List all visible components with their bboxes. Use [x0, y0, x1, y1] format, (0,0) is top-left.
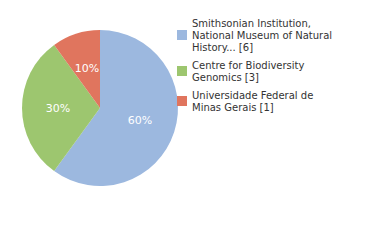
svg-text:History... [6]: History... [6]	[192, 42, 253, 53]
svg-text:Genomics [3]: Genomics [3]	[192, 72, 259, 83]
svg-text:National Museum of Natural: National Museum of Natural	[192, 30, 335, 41]
svg-text:30%: 30%	[46, 102, 70, 115]
svg-text:Smithsonian Institution,: Smithsonian Institution,	[192, 18, 314, 29]
svg-text:10%: 10%	[75, 62, 99, 75]
svg-text:Universidade Federal de: Universidade Federal de	[192, 90, 317, 101]
svg-text:Minas Gerais [1]: Minas Gerais [1]	[192, 102, 274, 113]
svg-text:Centre for Biodiversity: Centre for Biodiversity	[192, 60, 308, 71]
svg-text:60%: 60%	[128, 114, 152, 127]
